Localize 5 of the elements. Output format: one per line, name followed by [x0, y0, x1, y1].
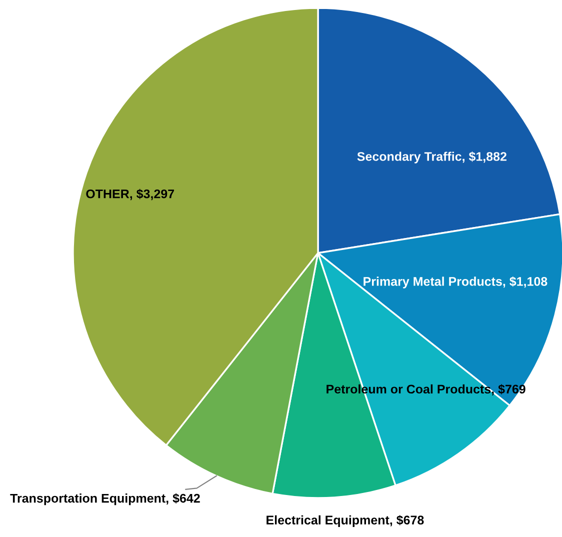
- slice-label: Primary Metal Products, $1,108: [364, 276, 548, 288]
- slice-label: Secondary Traffic, $1,882: [357, 152, 506, 164]
- slice-label: Electrical Equipment, $678: [266, 515, 424, 527]
- slice-label: Transportation Equipment, $642: [10, 493, 200, 506]
- slice-label: OTHER, $3,297: [86, 188, 174, 200]
